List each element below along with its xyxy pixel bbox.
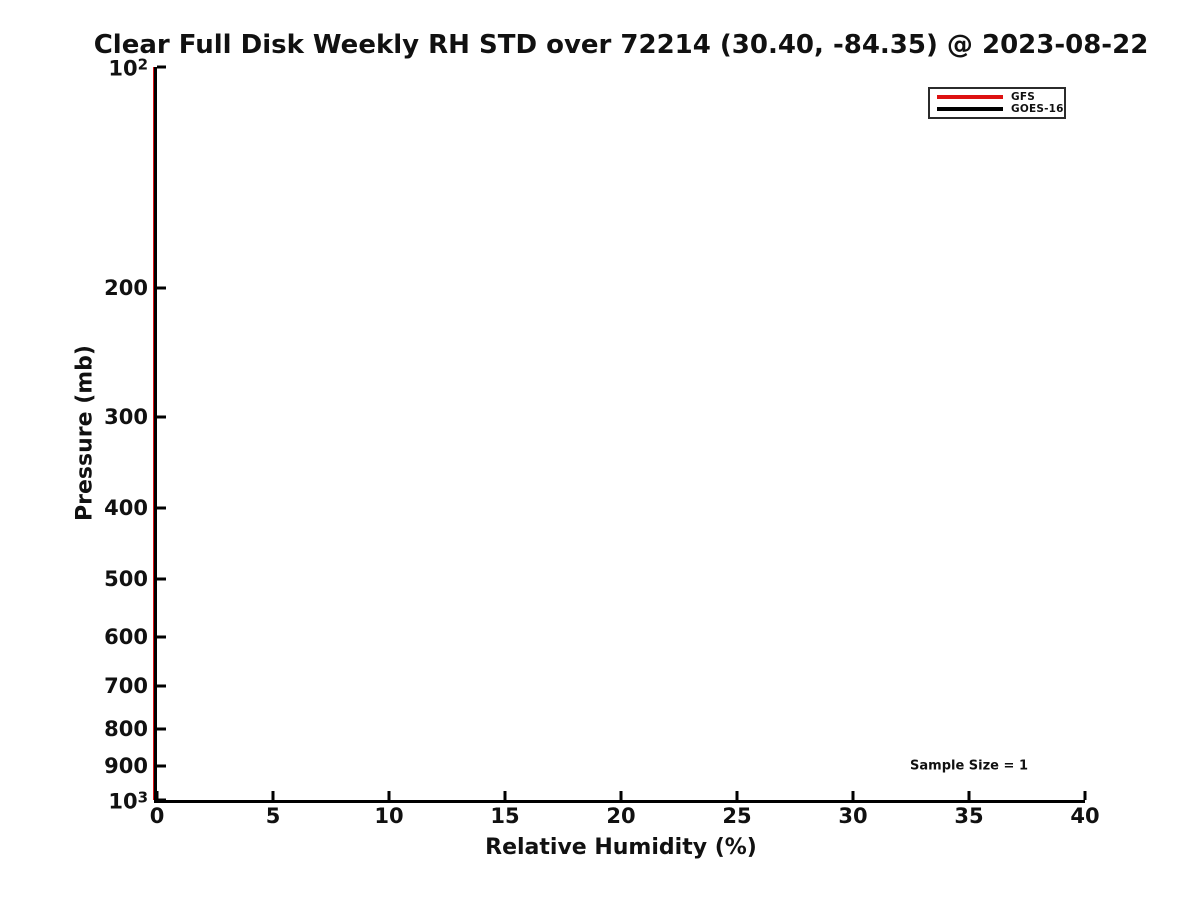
x-tick-label: 30 <box>838 804 868 828</box>
x-tick-label: 20 <box>606 804 636 828</box>
x-tick-mark <box>155 791 159 800</box>
y-tick-mark <box>157 764 166 768</box>
x-tick-mark <box>271 791 275 800</box>
y-tick-mark <box>157 65 166 69</box>
y-tick-label: 600 <box>104 625 148 650</box>
x-axis-label: Relative Humidity (%) <box>485 835 757 860</box>
y-tick-mark <box>157 727 166 731</box>
legend-line-sample <box>937 95 1003 99</box>
y-tick-mark <box>157 286 166 290</box>
x-tick-label: 15 <box>490 804 520 828</box>
legend: GFS GOES-16 <box>928 87 1066 119</box>
y-tick-mark <box>157 798 166 802</box>
x-tick-mark <box>619 791 623 800</box>
legend-label: GFS <box>1011 91 1035 103</box>
y-tick-label: 700 <box>104 674 148 699</box>
x-tick-mark <box>503 791 507 800</box>
legend-entry: GFS <box>937 91 1059 103</box>
x-tick-mark <box>1083 791 1087 800</box>
y-tick-mark <box>157 415 166 419</box>
x-axis-spine <box>154 800 1085 803</box>
y-tick-label: 200 <box>104 275 148 300</box>
y-axis-spine <box>154 67 157 803</box>
x-tick-mark <box>387 791 391 800</box>
y-tick-label: 800 <box>104 716 148 741</box>
legend-line-sample <box>937 107 1003 111</box>
y-tick-mark <box>157 635 166 639</box>
x-tick-mark <box>735 791 739 800</box>
x-tick-label: 0 <box>149 804 165 828</box>
x-tick-label: 40 <box>1070 804 1100 828</box>
chart-title: Clear Full Disk Weekly RH STD over 72214… <box>93 30 1149 60</box>
legend-entry: GOES-16 <box>937 103 1063 115</box>
x-tick-label: 35 <box>954 804 984 828</box>
x-tick-label: 25 <box>722 804 752 828</box>
y-tick-label: 500 <box>104 567 148 592</box>
sample-size-annotation: Sample Size = 1 <box>910 758 1028 774</box>
plot-area: Sample Size = 1 <box>153 65 1087 803</box>
y-axis-label: Pressure (mb) <box>72 345 98 521</box>
x-tick-mark <box>967 791 971 800</box>
y-tick-label: 400 <box>104 496 148 521</box>
y-tick-mark <box>157 577 166 581</box>
x-tick-mark <box>851 791 855 800</box>
y-tick-label: 300 <box>104 404 148 429</box>
x-tick-label: 10 <box>374 804 404 828</box>
y-tick-label: 103 <box>108 788 148 814</box>
x-tick-label: 5 <box>265 804 281 828</box>
y-tick-mark <box>157 506 166 510</box>
legend-label: GOES-16 <box>1011 103 1064 115</box>
y-tick-mark <box>157 684 166 688</box>
y-tick-label: 900 <box>104 754 148 779</box>
